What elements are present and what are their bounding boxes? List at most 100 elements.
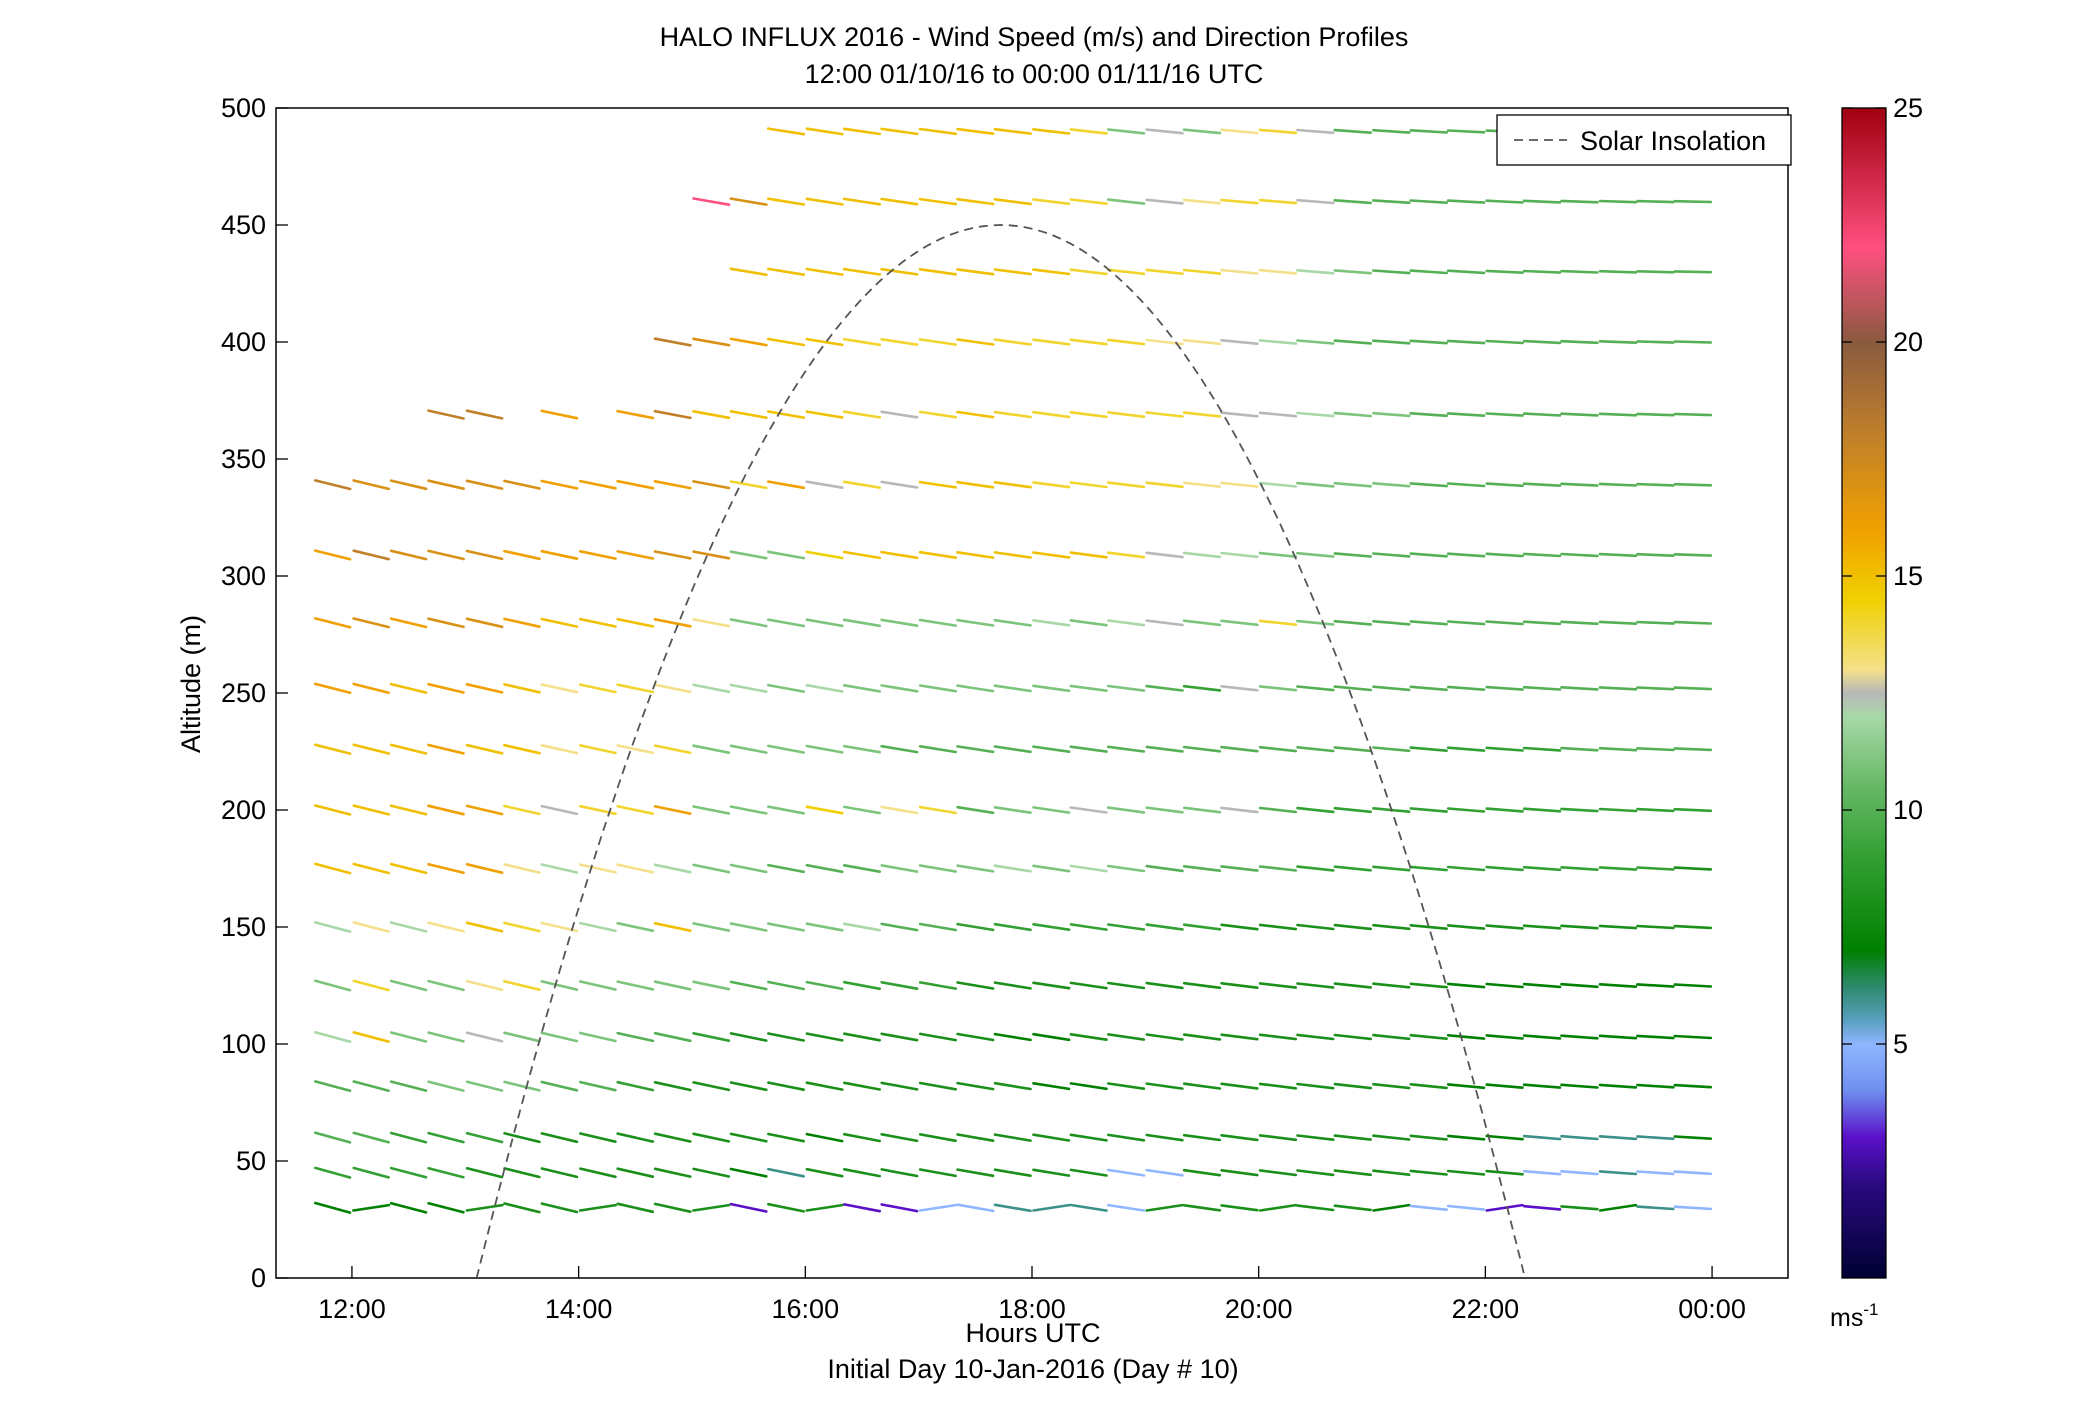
wind-barb	[1409, 339, 1448, 345]
wind-barb	[880, 267, 919, 276]
wind-barb	[653, 683, 692, 694]
wind-barb	[1636, 686, 1675, 691]
wind-barb	[692, 337, 731, 347]
wind-barb	[1409, 685, 1448, 692]
wind-barbs	[313, 127, 1713, 1214]
wind-barb	[465, 549, 504, 561]
wind-barb	[465, 743, 504, 755]
wind-barb	[1145, 268, 1184, 276]
wind-barb	[1598, 620, 1638, 626]
wind-barb	[1485, 865, 1524, 872]
x-tick-label: 12:00	[318, 1294, 386, 1324]
wind-barb	[805, 337, 844, 347]
wind-barb	[1522, 482, 1562, 488]
wind-barb	[1409, 807, 1448, 813]
wind-barb	[880, 550, 919, 560]
wind-barb	[1673, 412, 1713, 417]
wind-barb	[1485, 1169, 1524, 1176]
wind-barb	[616, 1167, 655, 1178]
wind-barb	[1446, 1034, 1486, 1040]
wind-barb	[389, 743, 428, 755]
wind-barb	[805, 683, 844, 693]
wind-barb	[1485, 339, 1524, 345]
wind-barb	[729, 267, 768, 277]
wind-barb	[653, 1081, 692, 1092]
wind-barb	[1372, 1203, 1411, 1212]
wind-barb	[1522, 865, 1562, 872]
wind-barb	[1333, 1204, 1372, 1212]
wind-barb	[918, 1032, 958, 1042]
wind-barb	[653, 409, 692, 420]
wind-barb	[1409, 1083, 1448, 1090]
wind-barb	[1598, 982, 1638, 989]
wind-barb	[1296, 1169, 1335, 1177]
wind-barb	[1485, 412, 1524, 417]
wind-barb	[692, 922, 731, 932]
y-tick-label: 250	[221, 678, 266, 708]
wind-barb	[805, 1132, 844, 1143]
wind-barb	[1560, 982, 1599, 989]
wind-barb	[1522, 982, 1562, 989]
y-tick-label: 400	[221, 327, 266, 357]
wind-barb	[1598, 1083, 1638, 1089]
wind-barb	[1522, 1169, 1562, 1176]
wind-barb	[616, 921, 655, 933]
wind-barb	[465, 1031, 504, 1043]
wind-barb	[1446, 1083, 1486, 1090]
wind-barb	[1032, 551, 1071, 559]
wind-barb	[653, 863, 692, 874]
wind-barb	[616, 1132, 655, 1143]
wind-barb	[1409, 1169, 1448, 1176]
wind-barb	[880, 864, 919, 873]
wind-barb	[767, 922, 806, 932]
x-tick-label: 16:00	[772, 1294, 840, 1324]
wind-barb	[1560, 807, 1599, 813]
wind-barb	[427, 804, 465, 816]
wind-barb	[1296, 745, 1335, 753]
wind-barb	[918, 684, 958, 693]
wind-barb	[1636, 269, 1675, 274]
wind-barb	[1220, 551, 1259, 559]
wind-barb	[1220, 1082, 1259, 1090]
wind-barb	[993, 268, 1032, 276]
wind-barb	[956, 410, 995, 419]
wind-barb	[993, 1133, 1032, 1142]
wind-barb	[842, 805, 882, 815]
wind-barb	[956, 922, 995, 932]
wind-barb	[540, 1202, 579, 1214]
wind-barb	[1560, 339, 1599, 345]
wind-barb	[1182, 1033, 1222, 1041]
wind-barb	[805, 980, 844, 991]
wind-barb	[540, 409, 579, 420]
wind-barb	[1145, 481, 1184, 489]
wind-barb	[692, 409, 731, 420]
wind-barb	[842, 550, 882, 560]
y-tick-label: 100	[221, 1029, 266, 1059]
wind-barb	[1333, 923, 1372, 931]
wind-barb	[1145, 1168, 1184, 1177]
wind-barb	[465, 1080, 504, 1092]
wind-barb	[918, 1203, 958, 1212]
wind-barb	[653, 1202, 692, 1213]
wind-barb	[1032, 745, 1071, 754]
wind-barb	[1636, 412, 1675, 417]
wind-barb	[1560, 746, 1599, 752]
wind-barb	[1522, 1134, 1562, 1141]
wind-barb	[1106, 684, 1146, 692]
wind-barb	[1069, 1033, 1108, 1041]
wind-barb	[1069, 1168, 1108, 1177]
wind-barb	[1446, 552, 1486, 558]
wind-barb	[1372, 982, 1411, 989]
wind-barb	[1446, 982, 1486, 989]
wind-barb	[1182, 684, 1222, 692]
wind-barb	[1673, 1170, 1713, 1176]
wind-barb	[1258, 982, 1298, 989]
wind-barb	[1485, 1034, 1524, 1040]
wind-barb	[1145, 1082, 1184, 1090]
wind-barb	[729, 805, 768, 815]
wind-barb	[880, 480, 919, 489]
wind-barb	[767, 863, 806, 874]
wind-barb	[1145, 806, 1184, 814]
wind-barb	[1522, 269, 1562, 274]
wind-barb	[352, 617, 391, 629]
